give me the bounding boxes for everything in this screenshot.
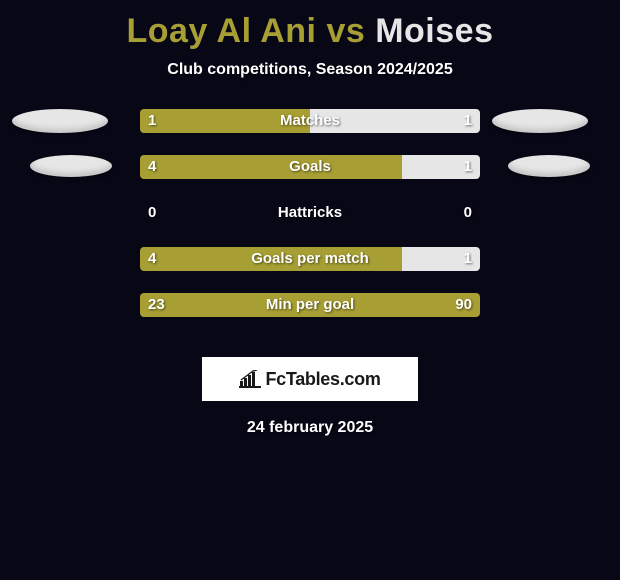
bar-track	[140, 201, 480, 225]
subtitle: Club competitions, Season 2024/2025	[0, 61, 620, 79]
title-vs: vs	[317, 12, 376, 50]
comparison-chart: Matches11Goals41Hattricks00Goals per mat…	[0, 109, 620, 339]
date-line: 24 february 2025	[0, 419, 620, 437]
bar-left	[140, 155, 402, 179]
bars-icon	[239, 370, 261, 388]
bar-left	[140, 293, 480, 317]
bar-right	[402, 155, 480, 179]
page-title: Loay Al Ani vs Moises	[0, 0, 620, 51]
stat-row: Matches11	[0, 109, 620, 155]
bar-right	[310, 109, 480, 133]
logo-text: FcTables.com	[265, 369, 380, 390]
bar-track	[140, 155, 480, 179]
stat-row: Hattricks00	[0, 201, 620, 247]
bar-left	[140, 109, 310, 133]
stat-row: Goals41	[0, 155, 620, 201]
bar-right	[402, 247, 480, 271]
stat-row: Min per goal2390	[0, 293, 620, 339]
logo-box: FcTables.com	[202, 357, 418, 401]
bar-track	[140, 293, 480, 317]
bar-left	[140, 247, 402, 271]
title-player1: Loay Al Ani	[127, 12, 317, 50]
stat-row: Goals per match41	[0, 247, 620, 293]
title-player2: Moises	[375, 12, 493, 50]
bar-track	[140, 247, 480, 271]
bar-track	[140, 109, 480, 133]
